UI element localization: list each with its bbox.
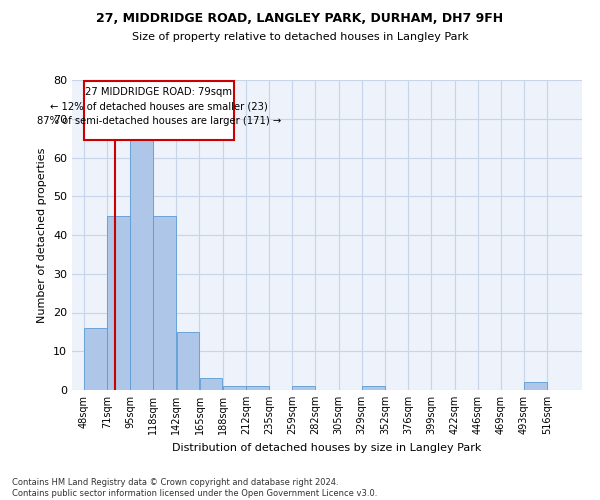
Bar [130, 126, 153, 390]
FancyBboxPatch shape [83, 81, 234, 140]
Bar [524, 382, 547, 390]
Bar [292, 386, 315, 390]
Bar [200, 378, 223, 390]
Bar [176, 332, 199, 390]
Text: 87% of semi-detached houses are larger (171) →: 87% of semi-detached houses are larger (… [37, 116, 281, 126]
Text: 27 MIDDRIDGE ROAD: 79sqm: 27 MIDDRIDGE ROAD: 79sqm [85, 87, 232, 97]
Bar [362, 386, 385, 390]
Text: ← 12% of detached houses are smaller (23): ← 12% of detached houses are smaller (23… [50, 102, 268, 112]
Text: Contains HM Land Registry data © Crown copyright and database right 2024.
Contai: Contains HM Land Registry data © Crown c… [12, 478, 377, 498]
X-axis label: Distribution of detached houses by size in Langley Park: Distribution of detached houses by size … [172, 442, 482, 452]
Text: 27, MIDDRIDGE ROAD, LANGLEY PARK, DURHAM, DH7 9FH: 27, MIDDRIDGE ROAD, LANGLEY PARK, DURHAM… [97, 12, 503, 26]
Bar [107, 216, 130, 390]
Bar [154, 216, 176, 390]
Bar [84, 328, 107, 390]
Bar [246, 386, 269, 390]
Text: Size of property relative to detached houses in Langley Park: Size of property relative to detached ho… [131, 32, 469, 42]
Bar [223, 386, 245, 390]
Y-axis label: Number of detached properties: Number of detached properties [37, 148, 47, 322]
